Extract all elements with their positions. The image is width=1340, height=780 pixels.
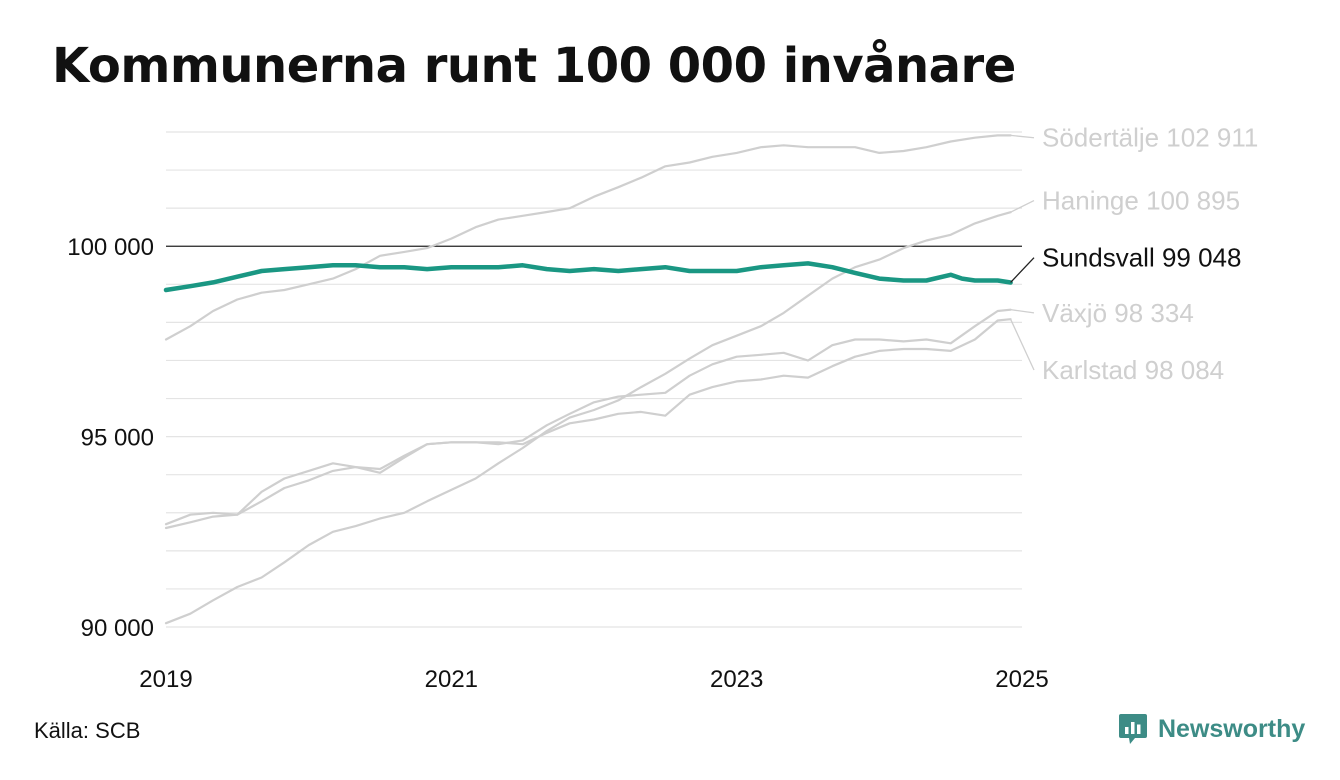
x-tick-label: 2023 [710, 666, 763, 693]
chart-title: Kommunerna runt 100 000 invånare [52, 38, 1016, 94]
leader-line-karlstad [1009, 318, 1035, 371]
series-label-s-dert-lje: Södertälje 102 911 [1042, 123, 1258, 153]
series-label-karlstad: Karlstad 98 084 [1042, 355, 1224, 385]
y-axis-ticks: 90 000 95 000 100 000 [67, 234, 154, 642]
x-axis-ticks: 2019 2021 2023 2025 [139, 666, 1048, 693]
series-labels: Södertälje 102 911 Haninge 100 895 Växjö 9… [1042, 123, 1258, 385]
newsworthy-logo-icon [1119, 714, 1147, 744]
y-tick-label: 100 000 [67, 234, 154, 261]
series-line-s-dert-lje [164, 134, 1012, 341]
series-line-v-xj- [164, 308, 1012, 530]
series-line-haninge [164, 211, 1012, 625]
brand-name: Newsworthy [1158, 714, 1306, 743]
x-tick-label: 2019 [139, 666, 192, 693]
leader-line-v-xj- [1010, 309, 1035, 314]
series-label-sundsvall: Sundsvall 99 048 [1042, 243, 1241, 273]
x-tick-label: 2021 [425, 666, 478, 693]
source-note: Källa: SCB [34, 718, 141, 743]
leader-line-s-dert-lje [1010, 134, 1035, 139]
x-tick-label: 2025 [995, 666, 1048, 693]
series-line-sundsvall [163, 261, 1013, 293]
leader-line-haninge [1010, 199, 1035, 213]
line-chart: Södertälje 102 911 Haninge 100 895 Växjö 9… [67, 123, 1258, 693]
series-lines [163, 134, 1013, 625]
brand-logo[interactable]: Newsworthy [1118, 712, 1305, 746]
gridlines [166, 131, 1022, 628]
series-label-haninge: Haninge 100 895 [1042, 186, 1240, 216]
label-leader-lines [1009, 134, 1035, 371]
leader-line-sundsvall [1010, 257, 1035, 283]
series-line-karlstad [164, 318, 1012, 526]
y-tick-label: 90 000 [81, 615, 154, 642]
series-label-v-xj-: Växjö 98 334 [1042, 298, 1194, 328]
y-tick-label: 95 000 [81, 425, 154, 452]
